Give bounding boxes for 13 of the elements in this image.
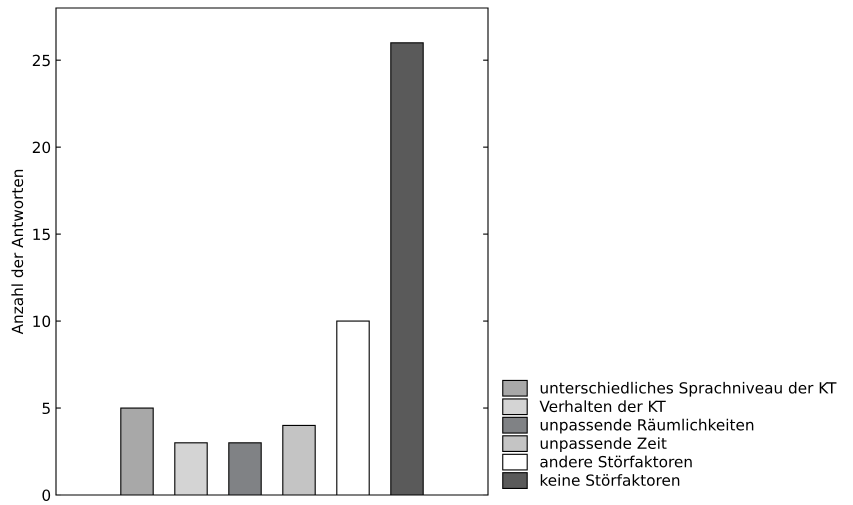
legend-label: unpassende Räumlichkeiten bbox=[540, 418, 754, 434]
legend-label: Verhalten der KT bbox=[540, 400, 666, 412]
y-tick-label: 20 bbox=[32, 142, 50, 154]
y-tick-label: 0 bbox=[42, 489, 50, 502]
y-tick-label: 15 bbox=[33, 228, 50, 240]
y-tick-label: 25 bbox=[32, 54, 50, 66]
y-tick-label: 10 bbox=[33, 316, 50, 328]
legend-label: unterschiedliches Sprachniveau der KT bbox=[540, 382, 836, 397]
y-tick-label: 5 bbox=[42, 402, 50, 414]
y-axis-title: Anzahl der Antworten bbox=[11, 170, 24, 334]
legend-label: unpassende Zeit bbox=[540, 437, 667, 452]
legend-label: andere Störfaktoren bbox=[540, 456, 692, 468]
legend-label: keine Störfaktoren bbox=[540, 474, 680, 486]
